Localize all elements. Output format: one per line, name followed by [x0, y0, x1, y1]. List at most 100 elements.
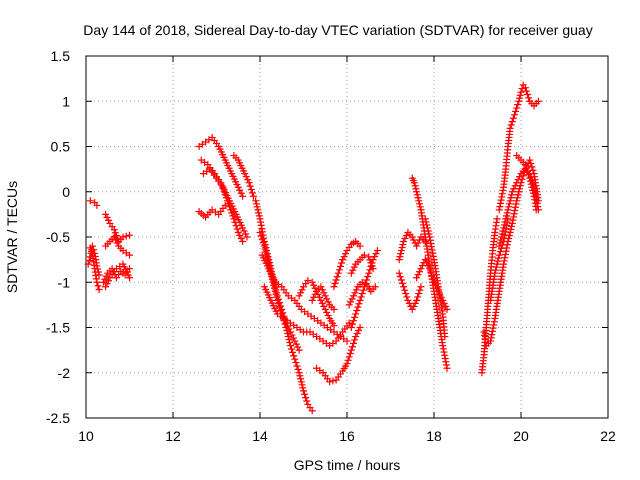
- data-point: [499, 241, 507, 249]
- data-point: [93, 262, 101, 270]
- data-point: [297, 289, 305, 297]
- data-point: [415, 290, 423, 298]
- data-point: [300, 387, 307, 395]
- data-point: [498, 190, 506, 198]
- data-point: [410, 179, 418, 187]
- data-point: [237, 189, 245, 197]
- data-point: [286, 339, 294, 347]
- data-point: [501, 250, 509, 258]
- data-point: [511, 182, 519, 190]
- data-point: [512, 107, 520, 115]
- data-point: [90, 246, 98, 254]
- data-point: [310, 281, 318, 289]
- data-point: [371, 283, 379, 291]
- data-point: [301, 390, 309, 398]
- data-point: [237, 235, 245, 243]
- data-point: [516, 94, 524, 102]
- data-point: [282, 324, 290, 331]
- data-point: [332, 276, 340, 284]
- data-point: [396, 273, 404, 281]
- data-point: [303, 397, 311, 405]
- data-point: [330, 322, 338, 330]
- data-point: [495, 206, 503, 214]
- data-point: [262, 248, 270, 256]
- data-point: [347, 298, 355, 306]
- data-point: [501, 231, 509, 239]
- data-point: [399, 241, 407, 249]
- data-point: [345, 319, 353, 327]
- data-point: [492, 263, 500, 271]
- data-point: [239, 192, 247, 200]
- data-point: [261, 245, 269, 253]
- data-point: [294, 365, 302, 373]
- data-point: [515, 188, 523, 196]
- data-point: [234, 228, 242, 236]
- data-point: [297, 378, 305, 386]
- data-point: [221, 191, 229, 199]
- data-point: [426, 233, 434, 241]
- data-point: [102, 272, 110, 280]
- data-point: [110, 226, 118, 234]
- data-point: [398, 279, 406, 287]
- data-point: [430, 278, 438, 286]
- data-point: [505, 203, 513, 211]
- data-point: [352, 333, 360, 341]
- data-point: [364, 273, 372, 281]
- data-point: [514, 101, 522, 109]
- data-point: [518, 85, 526, 93]
- data-point: [94, 282, 102, 290]
- data-point: [343, 337, 351, 345]
- data-point: [526, 156, 534, 164]
- data-point: [515, 97, 523, 105]
- data-point: [241, 170, 249, 178]
- data-point: [234, 183, 242, 191]
- data-point: [318, 286, 326, 294]
- data-point: [488, 331, 496, 339]
- data-point: [506, 124, 514, 132]
- data-point: [257, 232, 265, 240]
- data-point: [245, 179, 253, 187]
- data-point: [423, 259, 431, 267]
- data-point: [358, 290, 366, 298]
- data-point: [354, 303, 362, 311]
- data-point: [504, 215, 512, 223]
- data-point: [347, 269, 355, 277]
- data-point: [357, 293, 365, 301]
- data-point: [323, 308, 331, 316]
- data-point: [227, 206, 235, 214]
- data-point: [249, 192, 257, 200]
- data-point: [429, 249, 437, 257]
- data-point: [355, 327, 363, 335]
- data-point: [223, 197, 231, 205]
- data-point: [94, 265, 102, 273]
- data-point: [308, 407, 316, 415]
- data-point: [95, 271, 103, 279]
- data-point: [259, 239, 267, 247]
- data-point: [528, 183, 536, 191]
- data-point: [89, 242, 97, 250]
- data-point: [293, 362, 301, 370]
- data-point: [520, 169, 528, 177]
- data-point: [236, 231, 244, 239]
- data-point: [233, 225, 241, 233]
- x-tick-label: 20: [513, 428, 529, 444]
- data-point: [350, 263, 358, 271]
- data-point: [414, 293, 422, 301]
- data-point: [329, 377, 337, 385]
- data-point: [350, 339, 358, 347]
- data-point: [356, 242, 364, 250]
- data-point: [510, 185, 518, 193]
- data-point: [126, 274, 133, 282]
- y-tick-label: -1.5: [46, 320, 70, 336]
- data-point: [414, 194, 422, 202]
- data-point: [292, 340, 300, 348]
- data-point: [220, 188, 228, 196]
- data-point: [350, 317, 358, 325]
- data-point: [402, 231, 410, 239]
- data-point: [311, 284, 319, 292]
- data-point: [521, 161, 529, 169]
- data-point: [504, 206, 512, 214]
- x-tick-label: 14: [252, 428, 268, 444]
- data-point: [498, 193, 506, 201]
- data-point: [408, 233, 416, 241]
